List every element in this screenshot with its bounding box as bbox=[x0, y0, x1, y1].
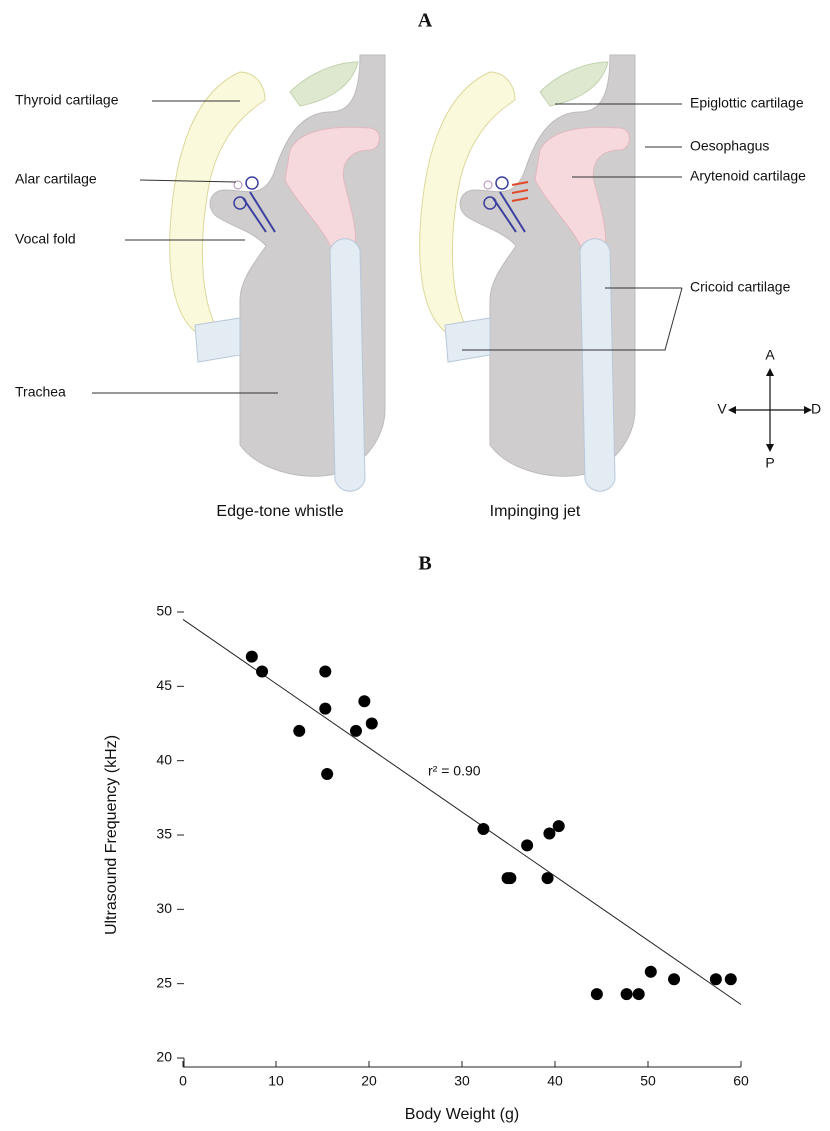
point bbox=[542, 872, 554, 884]
point bbox=[246, 651, 258, 663]
larynx-diagram bbox=[420, 55, 635, 491]
compass-label: V bbox=[717, 401, 727, 417]
x-tick-label: 40 bbox=[547, 1073, 563, 1089]
y-tick-label: 50 bbox=[156, 603, 172, 619]
point bbox=[350, 725, 362, 737]
point bbox=[633, 988, 645, 1000]
x-tick-label: 20 bbox=[361, 1073, 377, 1089]
label: Vocal fold bbox=[15, 231, 76, 247]
annotation: r² = 0.90 bbox=[428, 763, 481, 779]
label: Trachea bbox=[15, 384, 66, 400]
point bbox=[366, 718, 378, 730]
x-tick-label: 0 bbox=[179, 1073, 187, 1089]
compass-label: A bbox=[765, 347, 775, 363]
y-tick-label: 30 bbox=[156, 900, 172, 916]
label: Oesophagus bbox=[690, 138, 769, 154]
label: Cricoid cartilage bbox=[690, 279, 791, 295]
panel-label: A bbox=[418, 10, 433, 32]
point bbox=[553, 820, 565, 832]
point bbox=[358, 695, 370, 707]
point bbox=[621, 988, 633, 1000]
point bbox=[319, 665, 331, 677]
point bbox=[521, 839, 533, 851]
compass-label: D bbox=[811, 401, 821, 417]
label: Arytenoid cartilage bbox=[690, 168, 806, 184]
x-tick-label: 50 bbox=[640, 1073, 656, 1089]
y-tick-label: 25 bbox=[156, 974, 172, 990]
y-tick-label: 35 bbox=[156, 826, 172, 842]
point bbox=[256, 665, 268, 677]
point bbox=[504, 872, 516, 884]
larynx-diagram bbox=[170, 55, 385, 491]
point bbox=[477, 823, 489, 835]
point bbox=[668, 973, 680, 985]
point bbox=[293, 725, 305, 737]
point bbox=[710, 973, 722, 985]
y-tick-label: 45 bbox=[156, 677, 172, 693]
y-axis-title: Ultrasound Frequency (kHz) bbox=[103, 735, 120, 935]
panel-label: B bbox=[418, 553, 431, 575]
x-tick-label: 60 bbox=[733, 1073, 749, 1089]
y-tick-label: 40 bbox=[156, 751, 172, 767]
label: Alar cartilage bbox=[15, 171, 97, 187]
point bbox=[319, 703, 331, 715]
point bbox=[591, 988, 603, 1000]
y-tick-label: 20 bbox=[156, 1049, 172, 1065]
fit-line bbox=[183, 619, 741, 1004]
figure: A Thyroid cartilage Alar cartilage Vocal… bbox=[0, 0, 830, 1131]
point bbox=[645, 966, 657, 978]
point bbox=[543, 828, 555, 840]
label: Thyroid cartilage bbox=[15, 92, 119, 108]
caption: Edge-tone whistle bbox=[216, 503, 343, 520]
compass bbox=[732, 372, 808, 448]
x-tick-label: 30 bbox=[454, 1073, 470, 1089]
label: Epiglottic cartilage bbox=[690, 95, 804, 111]
x-axis-title: Body Weight (g) bbox=[405, 1106, 519, 1123]
x-tick-label: 10 bbox=[268, 1073, 284, 1089]
compass-label: P bbox=[765, 455, 774, 471]
point bbox=[725, 973, 737, 985]
point bbox=[321, 768, 333, 780]
caption: Impinging jet bbox=[490, 503, 581, 520]
